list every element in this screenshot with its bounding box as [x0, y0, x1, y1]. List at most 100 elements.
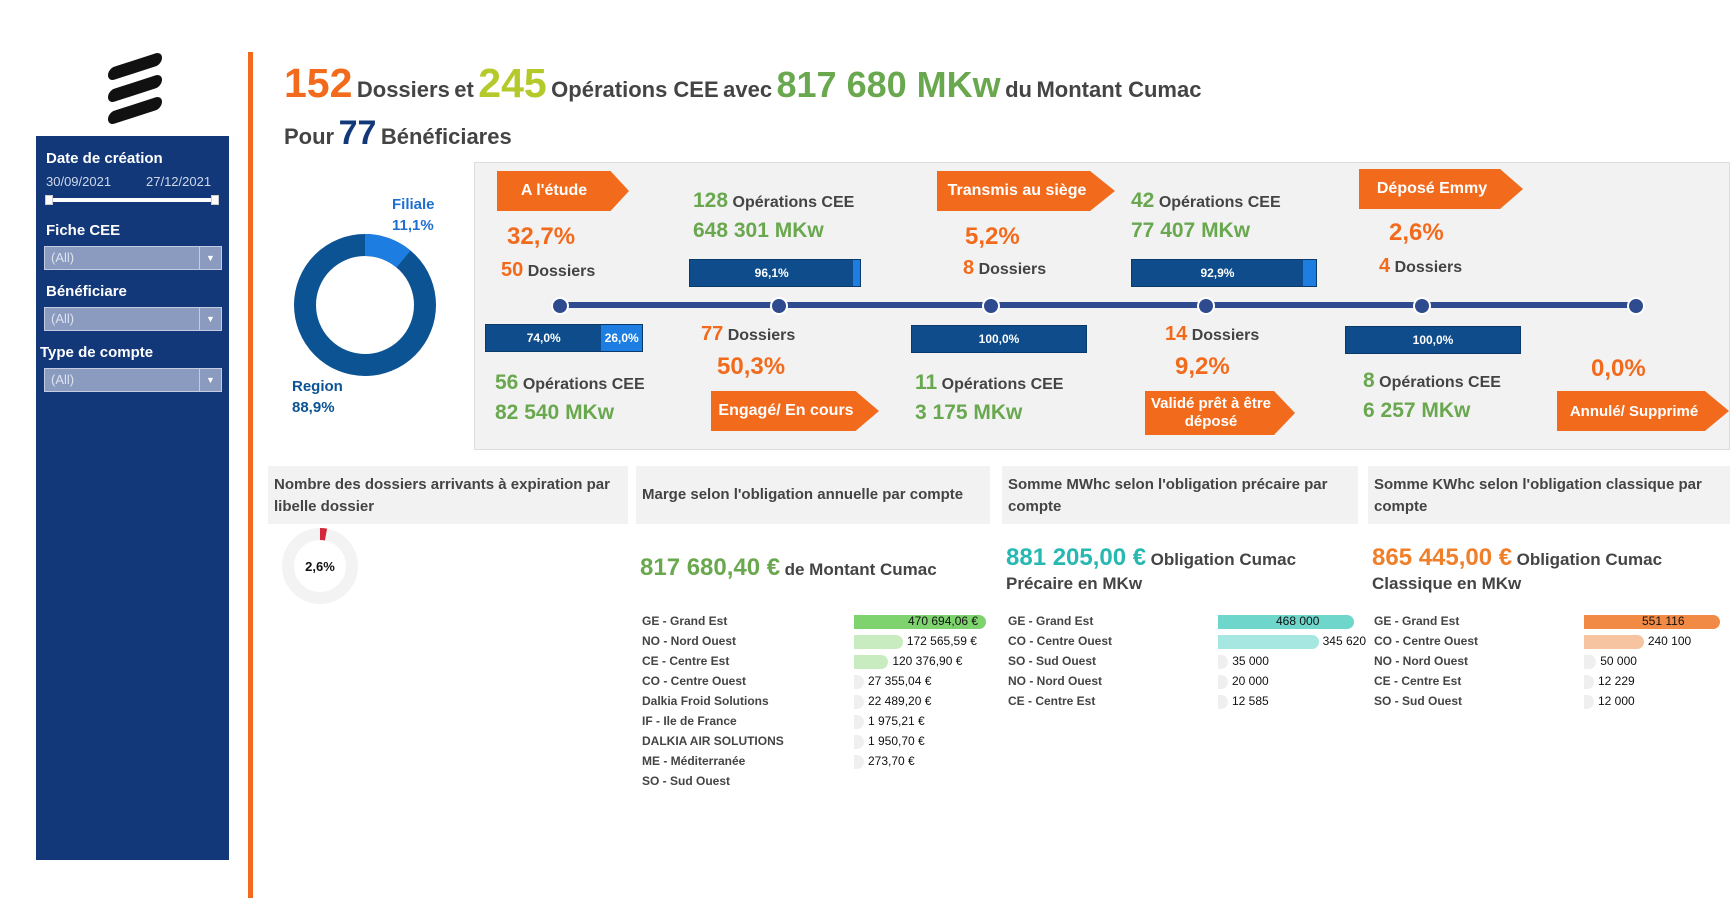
row-label: GE - Grand Est [1008, 614, 1094, 628]
filter-sidebar: Date de création 30/09/2021 27/12/2021 F… [36, 136, 229, 860]
transmis-ops: 11 Opérations CEE [915, 371, 1063, 395]
transmis-pct: 5,2% [965, 223, 1020, 250]
row-value: 20 000 [1232, 674, 1269, 688]
row-bar [854, 635, 903, 649]
et-label: et [454, 77, 474, 102]
beneficiaire-select[interactable]: (All) ▼ [44, 307, 222, 331]
row-label: NO - Nord Ouest [1374, 654, 1469, 668]
row-label: NO - Nord Ouest [1008, 674, 1103, 688]
precaire-value-label: Obligation Cumac [1150, 550, 1297, 569]
beneficiaire-filter-label: Bénéficiare [46, 283, 127, 300]
row-bar [1218, 615, 1354, 629]
classique-panel-title: Somme KWhc selon l'obligation classique … [1368, 466, 1730, 524]
expiration-donut-slice [282, 528, 358, 604]
valide-dossiers: 14 Dossiers [1165, 323, 1259, 346]
etude-dossiers-label: Dossiers [527, 263, 596, 280]
dossiers-label: Dossiers [356, 77, 450, 102]
depose-ops-label: Opérations CEE [1379, 374, 1501, 391]
date-slider-handle-end[interactable] [211, 195, 219, 205]
transmis-bar: 100,0% [911, 325, 1087, 353]
row-bar [1218, 675, 1228, 689]
row-value: 172 565,59 € [906, 634, 977, 648]
engage-bar-value: 96,1% [754, 266, 789, 280]
donut-region-slice [294, 234, 436, 376]
type-select[interactable]: (All) ▼ [44, 368, 222, 392]
row-value: 551 116 [1642, 614, 1685, 628]
row-bar [1584, 675, 1594, 689]
row-label: GE - Grand Est [642, 614, 728, 628]
precaire-value: 881 205,00 € [1006, 544, 1147, 571]
chevron-down-icon[interactable]: ▼ [199, 308, 221, 330]
engage-mkw: 648 301 MKw [693, 219, 824, 242]
date-start: 30/09/2021 [46, 174, 112, 189]
row-value: 470 694,06 € [908, 614, 979, 628]
montant-value: 817 680 MKw [776, 64, 1001, 105]
date-range-slider[interactable] [45, 195, 219, 205]
timeline-dot [1197, 297, 1215, 315]
stage-transmis-tag: Transmis au siège [937, 171, 1115, 211]
valide-ops-label: Opérations CEE [1158, 194, 1281, 211]
engage-pct: 50,3% [717, 353, 786, 380]
valide-pct: 9,2% [1175, 353, 1230, 380]
classique-total: 865 445,00 € Obligation Cumac [1372, 544, 1662, 572]
row-label: CE - Centre Est [1374, 674, 1462, 688]
row-value: 12 585 [1232, 694, 1269, 708]
depose-ops: 8 Opérations CEE [1363, 369, 1501, 393]
row-label: Dalkia Froid Solutions [642, 694, 769, 708]
dossiers-count: 152 [284, 60, 353, 106]
chevron-down-icon[interactable]: ▼ [199, 247, 221, 269]
date-end: 27/12/2021 [146, 174, 212, 189]
process-panel: A l'étude 32,7% 50 Dossiers 74,0% 26,0% … [474, 162, 1730, 450]
etude-ops: 56 Opérations CEE [495, 371, 645, 395]
valide-mkw: 77 407 MKw [1131, 219, 1251, 242]
type-select-value: (All) [51, 372, 75, 387]
row-value: 12 229 [1598, 674, 1635, 688]
engage-ops: 128 Opérations CEE [693, 189, 854, 213]
transmis-dossiers-label: Dossiers [978, 261, 1047, 278]
engage-ops-count: 128 [693, 189, 729, 212]
row-label: GE - Grand Est [1374, 614, 1460, 628]
du-label: du [1005, 77, 1032, 102]
timeline-dot [551, 297, 569, 315]
marge-value: 817 680,40 € [640, 554, 781, 581]
row-bar [1584, 655, 1597, 669]
etude-ops-label: Opérations CEE [522, 376, 645, 393]
valide-ops: 42 Opérations CEE [1131, 189, 1281, 213]
engage-dossiers-count: 77 [701, 323, 724, 345]
row-bar [854, 735, 864, 749]
valide-ops-count: 42 [1131, 189, 1155, 212]
date-slider-handle-start[interactable] [45, 195, 53, 205]
depose-dossiers-count: 4 [1379, 255, 1391, 277]
row-label: NO - Nord Ouest [642, 634, 737, 648]
timeline-dot [982, 297, 1000, 315]
row-value: 22 489,20 € [868, 694, 932, 708]
transmis-dossiers: 8 Dossiers [963, 257, 1046, 280]
expiration-donut: 2,6% [282, 528, 358, 604]
row-label: DALKIA AIR SOLUTIONS [642, 734, 784, 748]
row-label: IF - Ile de France [642, 714, 737, 728]
precaire-total: 881 205,00 € Obligation Cumac [1006, 544, 1296, 572]
row-bar [1218, 655, 1229, 669]
chevron-down-icon[interactable]: ▼ [199, 369, 221, 391]
row-value: 468 000 [1276, 614, 1320, 628]
beneficiaires-count: 77 [338, 114, 377, 152]
donut-filiale-slice [294, 234, 436, 376]
row-bar [1584, 695, 1594, 709]
row-value: 1 975,21 € [868, 714, 925, 728]
row-label: CO - Centre Ouest [1008, 634, 1113, 648]
row-value: 12 000 [1598, 694, 1635, 708]
row-value: 120 376,90 € [892, 654, 963, 668]
transmis-ops-count: 11 [915, 371, 938, 394]
valide-bar-value: 92,9% [1200, 266, 1235, 280]
donut-chart [294, 234, 436, 376]
fiche-select[interactable]: (All) ▼ [44, 246, 222, 270]
expiration-panel-title: Nombre des dossiers arrivants à expirati… [268, 466, 628, 524]
etude-dossiers-count: 50 [501, 259, 524, 281]
row-bar [854, 715, 864, 729]
etude-ops-count: 56 [495, 371, 519, 394]
row-bar [1584, 615, 1720, 629]
row-value: 240 100 [1647, 634, 1692, 648]
row-value: 35 000 [1232, 654, 1269, 668]
row-label: SO - Sud Ouest [642, 774, 731, 788]
operations-label: Opérations CEE [551, 77, 719, 102]
